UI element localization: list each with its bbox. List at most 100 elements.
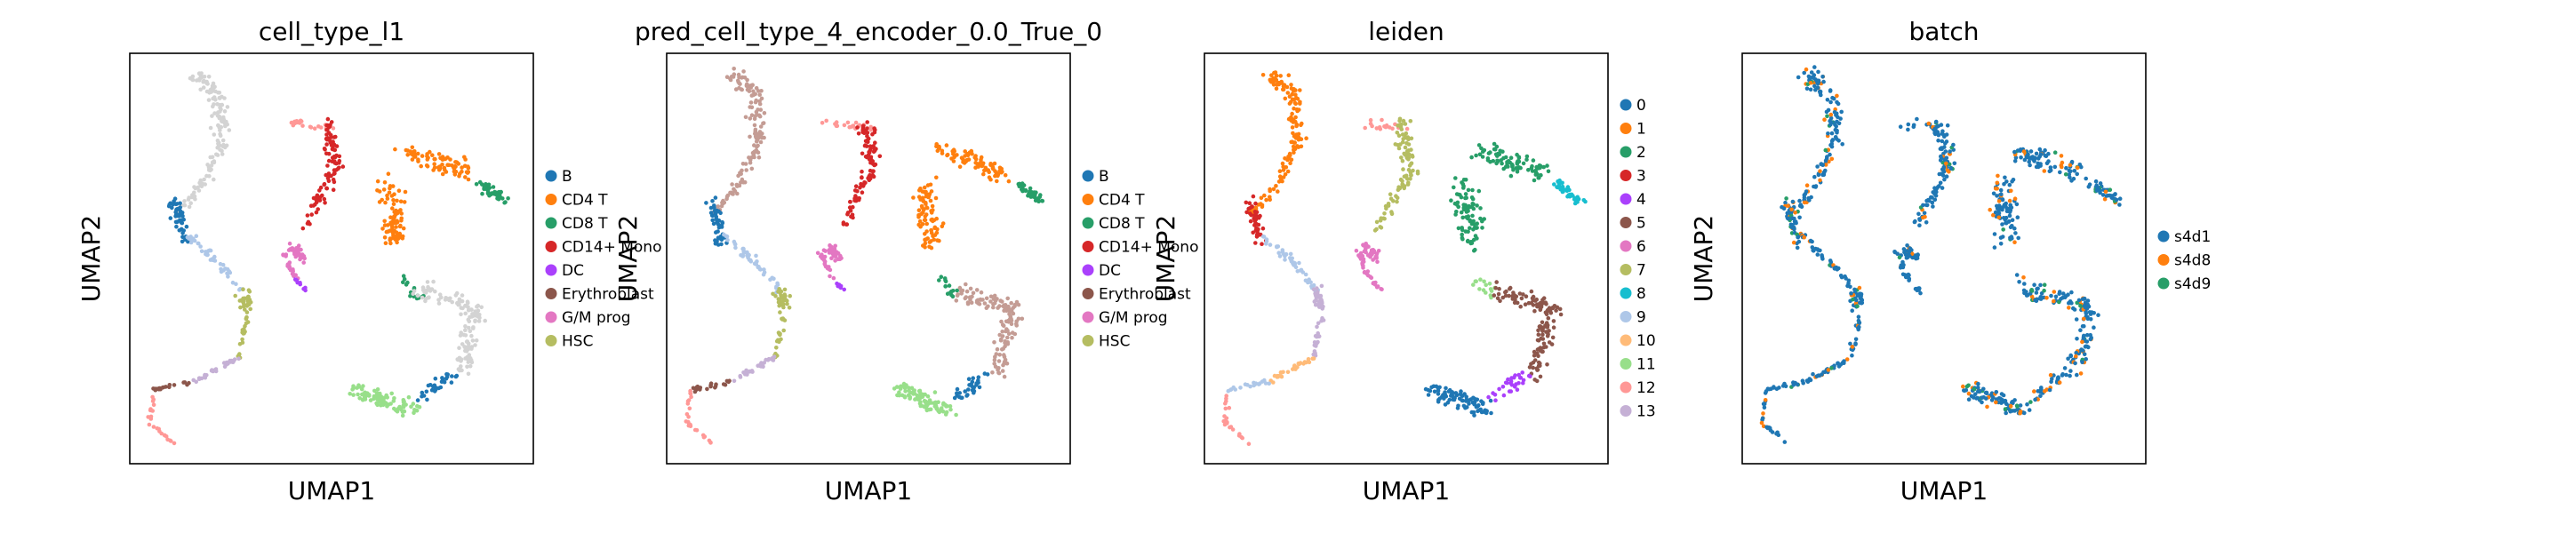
scatter-point (737, 81, 741, 85)
scatter-point (2048, 165, 2053, 170)
scatter-point (1927, 198, 1932, 203)
scatter-point (166, 203, 172, 209)
scatter-point (1254, 235, 1260, 239)
plot-frame (1204, 52, 1609, 465)
scatter-point (1906, 272, 1911, 277)
scatter-point (1471, 237, 1476, 243)
scatter-point (1822, 117, 1827, 122)
scatter-point (749, 166, 755, 171)
scatter-point (1432, 389, 1437, 394)
scatter-point (984, 296, 989, 301)
scatter-point (243, 307, 247, 312)
scatter-point (924, 205, 929, 210)
scatter-point (993, 364, 998, 370)
scatter-point (1000, 369, 1005, 373)
scatter-point (1851, 297, 1855, 302)
scatter-point (1247, 201, 1252, 205)
scatter-point (970, 151, 974, 156)
y-axis-label: UMAP2 (76, 215, 106, 303)
scatter-point (1465, 405, 1469, 410)
scatter-point (1549, 342, 1555, 346)
scatter-point (752, 123, 757, 128)
scatter-point (1000, 322, 1005, 327)
scatter-point (1281, 251, 1286, 257)
scatter-point (351, 393, 356, 397)
scatter-point (2052, 150, 2058, 155)
legend-marker (1082, 335, 1094, 346)
scatter-point (246, 302, 252, 307)
scatter-point (865, 131, 870, 135)
scatter-point (991, 305, 996, 310)
scatter-point (1473, 247, 1477, 252)
scatter-point (1365, 269, 1371, 274)
scatter-point (221, 361, 227, 365)
scatter-point (1464, 394, 1468, 400)
scatter-point (851, 123, 856, 128)
scatter-point (1259, 195, 1264, 201)
scatter-point (999, 337, 1004, 342)
scatter-point (1262, 378, 1267, 383)
scatter-point (1994, 390, 1999, 394)
scatter-point (1931, 204, 1935, 209)
scatter-point (2072, 169, 2077, 173)
scatter-point (2021, 275, 2026, 280)
scatter-point (1400, 132, 1405, 137)
scatter-point (380, 227, 385, 231)
scatter-point (1382, 211, 1387, 216)
scatter-point (705, 386, 709, 392)
scatter-point (1796, 75, 1801, 80)
scatter-point (388, 241, 393, 246)
scatter-point (748, 105, 752, 109)
scatter-point (730, 182, 734, 187)
scatter-point (382, 235, 388, 240)
scatter-point (431, 384, 436, 389)
scatter-point (178, 201, 182, 206)
scatter-point (1429, 385, 1434, 390)
scatter-point (1244, 200, 1249, 205)
scatter-point (732, 242, 738, 247)
scatter-point (1763, 398, 1768, 402)
scatter-point (1521, 292, 1525, 297)
scatter-point (1850, 353, 1854, 358)
scatter-point (990, 370, 995, 375)
scatter-point (328, 139, 332, 144)
x-axis-label: UMAP1 (288, 476, 376, 505)
scatter-point (436, 298, 441, 302)
scatter-point (1448, 389, 1453, 394)
scatter-point (2037, 147, 2043, 152)
scatter-point (420, 295, 425, 300)
scatter-point (241, 301, 246, 306)
scatter-point (1237, 432, 1242, 436)
scatter-point (1470, 213, 1475, 219)
scatter-point (206, 75, 212, 79)
scatter-point (292, 277, 298, 282)
scatter-point (1308, 280, 1313, 285)
scatter-point (686, 398, 692, 402)
scatter-point (1510, 163, 1515, 168)
scatter-point (180, 218, 184, 222)
scatter-point (781, 305, 786, 310)
scatter-point (1254, 226, 1259, 231)
scatter-point (420, 154, 425, 158)
scatter-point (954, 298, 959, 303)
scatter-point (1040, 198, 1044, 203)
scatter-point (873, 140, 877, 145)
scatter-point (1543, 300, 1548, 306)
scatter-point (1818, 91, 1823, 96)
scatter-point (957, 164, 963, 169)
scatter-point (1275, 244, 1279, 249)
scatter-point (2080, 360, 2084, 365)
scatter-point (449, 380, 454, 385)
scatter-point (423, 298, 428, 304)
scatter-point (1227, 405, 1232, 410)
scatter-point (747, 155, 751, 160)
scatter-point (1907, 278, 1911, 282)
scatter-point (1898, 266, 1903, 270)
scatter-point (948, 407, 953, 412)
scatter-point (1406, 167, 1412, 172)
scatter-point (860, 190, 865, 195)
scatter-point (862, 130, 867, 135)
scatter-point (1406, 142, 1412, 147)
scatter-point (236, 353, 242, 358)
scatter-point (1395, 131, 1400, 135)
